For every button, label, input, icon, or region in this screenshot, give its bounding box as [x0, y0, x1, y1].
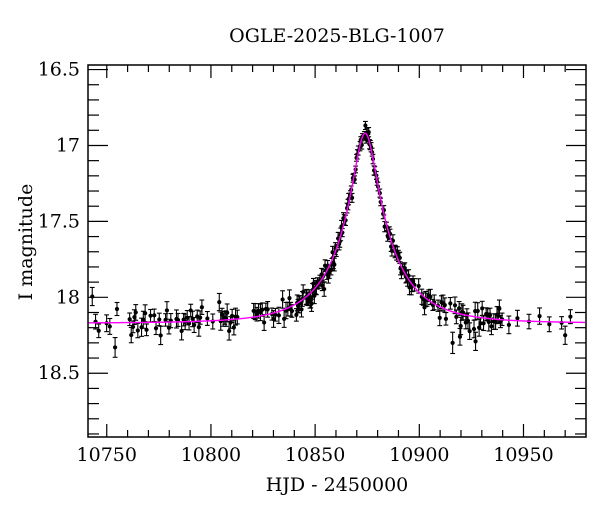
- svg-text:10850: 10850: [285, 444, 345, 466]
- x-tick-labels: 10750 10800 10850 10900 10950: [77, 444, 554, 466]
- svg-text:10900: 10900: [389, 444, 449, 466]
- x-axis-label: HJD - 2450000: [266, 474, 409, 496]
- svg-text:18: 18: [56, 286, 80, 308]
- y-axis-label: I magnitude: [15, 184, 37, 301]
- y-tick-labels: 16.5 17 17.5 18 18.5: [38, 59, 80, 385]
- svg-text:10950: 10950: [493, 444, 553, 466]
- svg-text:16.5: 16.5: [38, 59, 80, 81]
- svg-text:18.5: 18.5: [38, 362, 80, 384]
- svg-text:17: 17: [56, 134, 80, 156]
- svg-text:10800: 10800: [181, 444, 241, 466]
- svg-text:17.5: 17.5: [38, 210, 80, 232]
- axes-frame-and-ticks: [87, 64, 587, 438]
- plot-title: OGLE-2025-BLG-1007: [229, 25, 445, 47]
- svg-text:10750: 10750: [77, 444, 137, 466]
- data-points: [89, 120, 573, 358]
- model-curve: [88, 132, 585, 324]
